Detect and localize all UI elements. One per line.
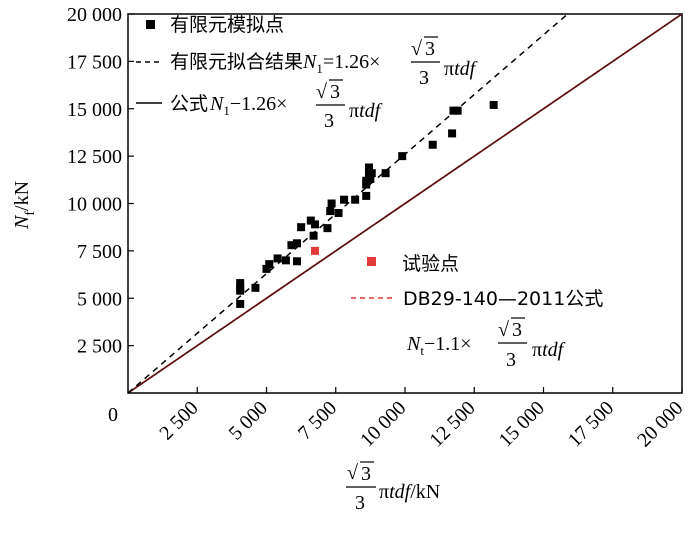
y-tick-label: 7 500	[77, 241, 122, 263]
fem-point	[262, 264, 271, 273]
svg-text:N1−1.26×: N1−1.26×	[209, 93, 287, 118]
fem-point	[367, 169, 376, 178]
fem-point	[448, 129, 457, 138]
legend-db-standard: DB29-140—2011公式 Nt−1.1× √ 3 3 πtdf	[351, 288, 603, 371]
x-tick-label: 15 000	[495, 397, 549, 451]
y-tick-label: 12 500	[67, 146, 122, 168]
x-tick-label: 7 500	[294, 397, 341, 444]
fem-point	[340, 195, 349, 204]
y-tick-label: 17 500	[67, 51, 122, 73]
svg-text:√: √	[411, 38, 422, 60]
fem-point	[309, 231, 318, 240]
x-tick-label: 12 500	[425, 397, 479, 451]
y-tick-label: 20 000	[67, 4, 122, 26]
origin-label: 0	[108, 404, 118, 426]
x-tick-label: 20 000	[633, 397, 687, 451]
fem-point	[364, 163, 373, 172]
fem-point	[351, 195, 360, 204]
x-tick-label: 5 000	[225, 397, 272, 444]
fem-point	[453, 106, 462, 115]
fem-point	[327, 199, 336, 208]
x-axis-label: √ 3 3 πtdf/kN	[346, 461, 440, 514]
fem-point	[310, 220, 319, 229]
fem-point	[366, 174, 375, 183]
fem-point	[236, 283, 245, 292]
svg-text:公式: 公式	[170, 93, 208, 115]
fem-point	[281, 256, 290, 265]
fem-point	[251, 283, 260, 292]
fem-point	[326, 207, 335, 216]
svg-text:√: √	[498, 319, 509, 341]
svg-text:3: 3	[361, 463, 371, 485]
fem-point	[236, 299, 245, 308]
svg-text:πtdf: πtdf	[349, 100, 383, 122]
fem-point	[381, 169, 390, 178]
legend-formula: 公式 N1−1.26× √ 3 3 πtdf	[136, 79, 383, 132]
svg-text:Nt−1.1×: Nt−1.1×	[406, 333, 472, 358]
y-tick-label: 2 500	[77, 336, 122, 358]
fem-point	[428, 140, 437, 149]
svg-text:有限元拟合结果: 有限元拟合结果	[170, 51, 303, 73]
svg-text:πtdf: πtdf	[444, 58, 478, 80]
svg-text:DB29-140—2011公式: DB29-140—2011公式	[403, 288, 603, 310]
fem-point	[273, 254, 282, 263]
fem-point	[297, 223, 306, 232]
fem-point	[362, 191, 371, 200]
y-tick-label: 15 000	[67, 99, 122, 121]
svg-text:√: √	[316, 81, 327, 103]
fem-point	[362, 176, 371, 185]
fem-point	[334, 208, 343, 217]
svg-text:3: 3	[425, 38, 435, 60]
legend-fem-fit: 有限元拟合结果 N1=1.26× √ 3 3 πtdf	[136, 36, 478, 89]
x-tick-label: 10 000	[356, 397, 410, 451]
svg-text:3: 3	[330, 81, 340, 103]
svg-text:πtdf: πtdf	[532, 339, 566, 361]
legend-test-points: 试验点	[367, 253, 459, 275]
fem-point	[236, 279, 245, 288]
fem-point	[489, 100, 498, 109]
svg-text:N1=1.26×: N1=1.26×	[302, 51, 380, 76]
fem-point	[398, 152, 407, 161]
svg-text:3: 3	[355, 492, 365, 514]
fem-point	[287, 241, 296, 250]
fem-point	[306, 216, 315, 225]
formula-line	[128, 14, 682, 393]
svg-text:3: 3	[512, 319, 522, 341]
fem-point	[323, 224, 332, 233]
svg-text:试验点: 试验点	[402, 253, 459, 275]
y-tick-label: 10 000	[67, 194, 122, 216]
svg-text:πtdf/kN: πtdf/kN	[379, 481, 440, 503]
fem-point	[265, 260, 274, 269]
fem-point	[292, 239, 301, 248]
svg-text:3: 3	[419, 67, 429, 89]
fem-point	[292, 257, 301, 266]
svg-text:3: 3	[324, 110, 334, 132]
x-tick-label: 2 500	[155, 397, 202, 444]
x-tick-label: 17 500	[564, 397, 618, 451]
test-point	[310, 246, 319, 255]
fem-point	[449, 106, 458, 115]
svg-text:3: 3	[506, 349, 516, 371]
y-axis-label: Nf/kN	[11, 181, 38, 230]
legend-fem-points: 有限元模拟点	[146, 14, 284, 36]
svg-text:√: √	[347, 462, 358, 484]
svg-text:有限元模拟点: 有限元模拟点	[170, 14, 284, 36]
y-tick-label: 5 000	[77, 288, 122, 310]
